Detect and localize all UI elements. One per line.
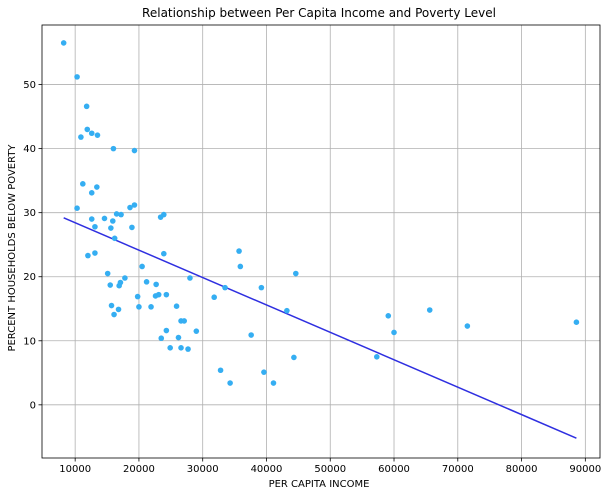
data-point <box>108 225 114 231</box>
data-point <box>291 354 297 361</box>
data-point <box>84 126 91 133</box>
y-tick-label: 0 <box>30 400 36 411</box>
data-point <box>74 205 80 211</box>
data-point <box>152 293 159 299</box>
chart-title: Relationship between Per Capita Income a… <box>142 6 496 20</box>
y-tick-label: 20 <box>23 272 36 283</box>
data-point <box>115 306 122 313</box>
data-point <box>464 323 471 329</box>
data-point <box>139 263 145 270</box>
x-tick-label: 40000 <box>251 464 283 475</box>
trend-layer <box>63 217 577 439</box>
data-point <box>83 103 90 110</box>
x-tick-label: 20000 <box>123 464 155 475</box>
data-point <box>143 279 150 285</box>
data-point <box>270 380 277 386</box>
data-point <box>374 353 380 360</box>
data-point <box>88 190 95 196</box>
data-point <box>187 275 193 281</box>
data-point <box>131 202 138 208</box>
data-point <box>92 250 98 256</box>
x-tick-label: 60000 <box>378 464 410 475</box>
plot-frame <box>41 24 601 459</box>
data-point <box>573 319 580 326</box>
data-point <box>110 145 117 152</box>
data-point <box>211 294 217 301</box>
data-point <box>60 40 67 46</box>
y-tick-label: 10 <box>23 336 36 347</box>
data-point <box>94 132 101 138</box>
data-point <box>122 275 128 281</box>
data-point <box>136 304 142 310</box>
data-point <box>236 248 242 254</box>
data-point <box>158 335 165 342</box>
y-tick-label: 50 <box>23 80 36 91</box>
data-point <box>163 291 170 298</box>
data-point <box>153 281 159 288</box>
y-axis-title: PERCENT HOUSEHOLDS BELOW POVERTY <box>7 144 18 352</box>
data-point <box>193 328 200 334</box>
data-point <box>85 252 91 259</box>
data-point <box>167 345 173 351</box>
x-tick-label: 50000 <box>314 464 346 475</box>
x-tick-label: 30000 <box>187 464 219 475</box>
data-point <box>293 270 299 277</box>
x-tick-label: 10000 <box>59 464 91 475</box>
data-point <box>181 318 188 324</box>
data-point <box>426 307 433 313</box>
data-point <box>108 302 115 309</box>
data-point <box>107 282 114 288</box>
data-point <box>94 184 100 190</box>
x-tick-label: 70000 <box>442 464 474 475</box>
data-point <box>391 329 397 336</box>
x-tick-label: 80000 <box>506 464 538 475</box>
data-point <box>78 134 84 140</box>
x-tick-label: 90000 <box>569 464 601 475</box>
data-point <box>185 346 191 352</box>
data-point <box>101 215 108 222</box>
data-point <box>385 313 392 319</box>
data-point <box>261 369 267 375</box>
data-point <box>248 332 254 338</box>
data-point <box>148 304 154 310</box>
data-point <box>118 211 124 218</box>
data-point <box>217 367 224 374</box>
data-point <box>116 282 122 289</box>
data-point <box>111 235 118 242</box>
data-point <box>109 218 116 224</box>
data-point <box>178 345 184 351</box>
data-point <box>88 216 95 222</box>
axis-ticks: 10000 20000 30000 40000 50000 60000 70000 80000… <box>23 80 601 475</box>
data-point <box>161 250 167 257</box>
data-point <box>237 263 244 270</box>
data-point <box>157 214 164 220</box>
data-point <box>134 293 141 300</box>
data-point <box>129 224 135 231</box>
data-point <box>92 223 98 230</box>
y-tick-label: 40 <box>23 144 36 155</box>
data-point <box>127 204 133 211</box>
data-point <box>173 303 180 309</box>
data-point <box>80 181 86 187</box>
data-point <box>111 311 117 318</box>
y-tick-label: 30 <box>23 208 36 219</box>
trend-line <box>63 217 577 439</box>
data-point <box>74 74 80 80</box>
points-layer <box>60 40 580 386</box>
data-point <box>222 284 228 291</box>
data-point <box>163 327 170 334</box>
data-point <box>284 307 290 314</box>
data-point <box>113 211 120 217</box>
grid <box>42 25 600 458</box>
data-point <box>131 147 138 154</box>
data-point <box>175 334 182 341</box>
data-point <box>258 284 265 291</box>
data-point <box>88 130 95 137</box>
x-axis-title: PER CAPITA INCOME <box>269 479 370 490</box>
data-point <box>227 380 233 386</box>
data-point <box>104 270 111 277</box>
